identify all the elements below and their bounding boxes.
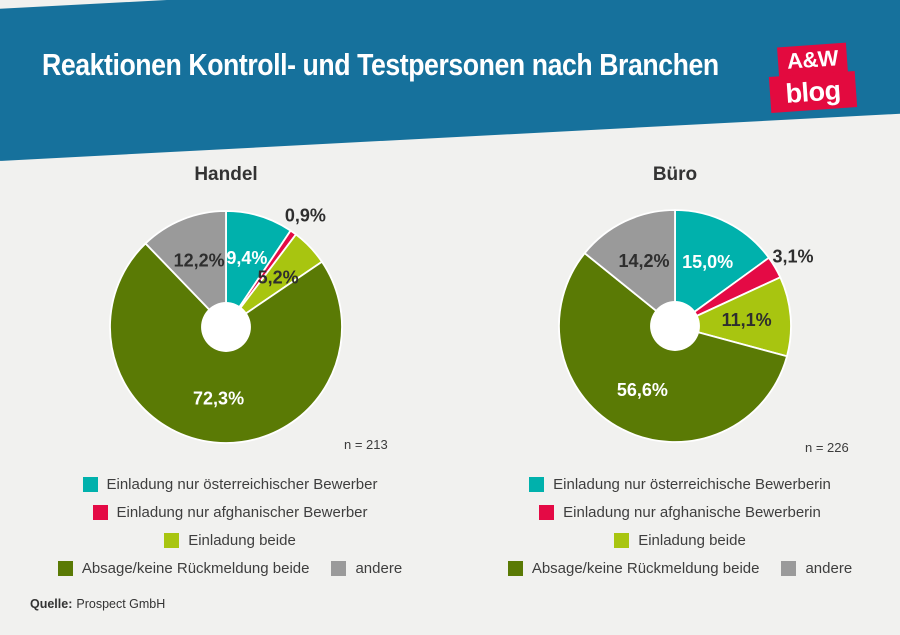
legend-item: Einladung beide [164,532,296,549]
chart-title-handel: Handel [194,164,258,185]
legend-row: Einladung nur afghanischer Bewerber [28,504,432,521]
legend-swatch [92,505,108,520]
donut-hole [650,301,700,351]
legend-swatch [331,561,347,576]
pie-slice [583,209,676,327]
legend-item: Absage/keine Rückmeldung beide [507,560,760,577]
pie-chart-buero: 15,0% 3,1% 11,1% 56,6% 14,2% [558,209,814,443]
legend-row: Absage/keine Rückmeldung beide andere [473,560,887,577]
source-label: Quelle: [30,597,73,611]
legend-label: Einladung nur österreichische Bewerberin [553,476,831,493]
legend-label: Einladung nur österreichischer Bewerber [106,476,378,493]
pie-slice-label: 0,9% [285,206,326,226]
legend-item: Einladung nur österreichischer Bewerber [82,476,378,493]
legend-swatch [164,533,180,548]
sample-size-handel: n = 213 [344,437,388,452]
pie-slice-label: 11,1% [722,310,772,330]
legend-buero: Einladung nur österreichische Bewerberin… [473,476,887,588]
pie-slice-label: 9,4% [226,248,267,268]
pie-slice-label: 14,2% [618,251,669,271]
legend-item: Einladung nur österreichische Bewerberin [529,476,831,493]
logo-line2: blog [768,71,858,113]
legend-label: Absage/keine Rückmeldung beide [531,560,760,577]
legend-label: andere [355,560,403,577]
legend-label: Einladung nur afghanische Bewerberin [563,504,821,521]
legend-row: Absage/keine Rückmeldung beide andere [28,560,432,577]
pie-slice [674,276,792,358]
pie-slice [144,210,227,328]
legend-item: Einladung beide [614,532,746,549]
pie-slice-label: 12,2% [174,250,225,270]
legend-row: Einladung nur afghanische Bewerberin [473,504,887,521]
pie-chart-handel: 9,4% 0,9% 5,2% 72,3% 12,2% [109,206,343,444]
legend-swatch [57,561,73,576]
legend-swatch [781,561,797,576]
legend-swatch [82,477,98,492]
chart-title-buero: Büro [652,164,698,185]
legend-swatch [539,505,555,520]
legend-row: Einladung beide [28,532,432,549]
legend-item: andere [781,560,852,577]
legend-label: andere [805,560,853,577]
sample-size-buero: n = 226 [805,440,849,455]
legend-swatch [507,561,523,576]
legend-item: Einladung nur afghanische Bewerberin [539,504,821,521]
legend-label: Einladung nur afghanischer Bewerber [116,504,368,521]
legend-label: Einladung beide [638,532,746,549]
legend-row: Einladung nur österreichischer Bewerber [28,476,432,493]
legend-label: Absage/keine Rückmeldung beide [81,560,310,577]
pie-slice-label: 5,2% [258,267,299,287]
pie-slice-label: 3,1% [773,247,814,267]
legend-swatch [614,533,630,548]
legend-item: andere [331,560,402,577]
pie-slice-label: 72,3% [193,389,244,409]
legend-row: Einladung beide [473,532,887,549]
legend-item: Einladung nur afghanischer Bewerber [92,504,368,521]
pie-slice-label: 15,0% [682,252,733,272]
legend-handel: Einladung nur österreichischer Bewerber E… [28,476,432,588]
donut-hole [201,302,251,352]
legend-item: Absage/keine Rückmeldung beide [57,560,310,577]
pie-slice-label: 56,6% [617,380,668,400]
pie-slice [674,209,770,327]
source-note: Quelle: Prospect GmbH [30,597,165,611]
legend-label: Einladung beide [188,532,296,549]
page-title: Reaktionen Kontroll- und Testpersonen na… [42,47,719,82]
legend-swatch [529,477,545,492]
source-text: Prospect GmbH [76,597,166,611]
legend-row: Einladung nur österreichische Bewerberin [473,476,887,493]
